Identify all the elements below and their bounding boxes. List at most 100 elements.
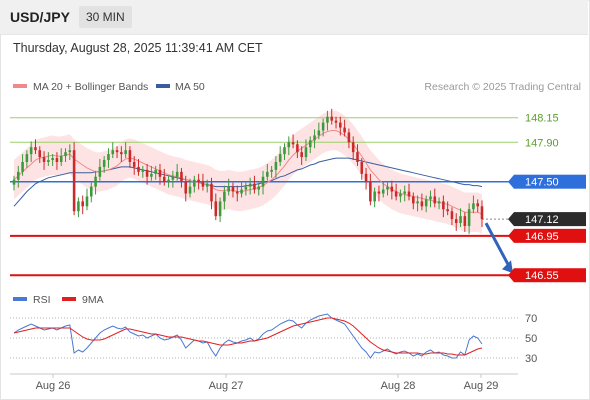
candle-body: [132, 162, 136, 167]
candle-body: [150, 173, 153, 177]
candle-body: [424, 199, 428, 207]
candle-body: [141, 169, 145, 172]
candle-body: [188, 186, 192, 194]
candle-body: [476, 203, 479, 207]
candle-body: [184, 181, 188, 194]
candle-body: [42, 157, 46, 162]
time-tick-label: Aug 26: [36, 380, 71, 392]
candle-body: [278, 154, 282, 162]
candle-body: [68, 150, 72, 153]
candle-body: [34, 147, 37, 151]
candle-body: [29, 147, 33, 155]
candle-body: [463, 216, 467, 226]
bollinger-band-fill: [14, 110, 482, 234]
candle-body: [223, 191, 226, 202]
candle-body: [17, 171, 20, 180]
candle-body: [64, 152, 67, 157]
candle-body: [394, 191, 398, 197]
candle-body: [381, 189, 385, 194]
candle-body: [270, 169, 273, 172]
rsi-ma-line: [13, 317, 483, 356]
candle-body: [330, 116, 334, 121]
candle-body: [308, 140, 312, 148]
ma20-legend-swatch: [13, 84, 27, 88]
candle-body: [454, 219, 458, 224]
candle-body: [47, 160, 50, 162]
candle-body: [429, 196, 432, 200]
time-axis: Aug 26 Aug 27 Aug 28 Aug 29: [10, 373, 518, 392]
candle-body: [98, 166, 102, 177]
rsi-tick-label: 70: [525, 313, 537, 325]
candle-body: [326, 116, 329, 123]
candle-body: [89, 186, 93, 197]
candle-body: [390, 186, 394, 192]
candle-body: [317, 130, 321, 136]
candle-body: [235, 191, 239, 194]
candle-body: [437, 201, 441, 204]
candle-body: [240, 189, 243, 194]
rsi-panel: 70 50 30: [10, 313, 537, 365]
candle-body: [94, 176, 97, 187]
moving-averages: [13, 130, 483, 215]
ma20-line: [13, 130, 483, 215]
candle-body: [59, 156, 63, 162]
level-label-148.15: 148.15: [525, 113, 559, 125]
level-label-147.50: 147.50: [525, 177, 559, 189]
candle-body: [51, 158, 54, 161]
candle-body: [433, 196, 437, 204]
candle-body: [162, 176, 166, 182]
candle-body: [266, 171, 269, 177]
forecast-arrow-shaft: [484, 222, 511, 267]
candle-body: [72, 150, 76, 212]
level-label-146.55: 146.55: [525, 270, 559, 282]
candle-body: [283, 147, 286, 155]
candle-body: [442, 201, 445, 210]
candle-body: [347, 132, 351, 143]
candle-body: [231, 186, 235, 192]
rsi-legend: RSI 9MA: [13, 294, 104, 306]
level-label-147.90: 147.90: [525, 137, 559, 149]
candle-body: [253, 183, 256, 190]
copyright-label: Research © 2025 Trading Central: [424, 81, 581, 93]
candle-body: [111, 150, 115, 155]
candle-body: [480, 206, 484, 220]
candle-body: [446, 209, 449, 212]
candle-body: [257, 186, 261, 190]
rsi-tick-label: 30: [525, 353, 537, 365]
candle-body: [158, 169, 162, 177]
candle-body: [167, 179, 170, 182]
candle-body: [214, 201, 218, 217]
time-tick-label: Aug 29: [464, 380, 499, 392]
candle-body: [356, 152, 359, 162]
candle-body: [407, 191, 411, 197]
candle-body: [180, 171, 183, 182]
candle-body: [193, 179, 196, 187]
candle-body: [339, 122, 342, 128]
candle-body: [137, 166, 140, 172]
candle-body: [145, 169, 149, 177]
header-bar: USD/JPY 30 MIN: [0, 0, 588, 35]
candle-body: [261, 176, 265, 187]
forecast-arrow-head: [502, 260, 513, 274]
candle-body: [120, 152, 123, 155]
ma50-legend-label: MA 50: [175, 81, 205, 93]
candle-body: [218, 201, 222, 217]
candle-body: [472, 203, 475, 210]
candle-body: [197, 179, 200, 182]
candle-body: [459, 216, 462, 224]
ma20-legend-label: MA 20 + Bollinger Bands: [33, 81, 148, 93]
level-label-146.95: 146.95: [525, 231, 559, 243]
candle-body: [364, 173, 368, 182]
timeframe-badge[interactable]: 30 MIN: [79, 6, 132, 28]
rsi-ma-legend-swatch: [62, 297, 76, 301]
candle-body: [12, 179, 16, 185]
candle-body: [38, 150, 42, 158]
level-labels: 148.15 147.90 147.50 147.12 146.95 146.55: [508, 113, 586, 283]
candle-body: [403, 191, 407, 194]
candle-body: [77, 201, 80, 212]
candle-body: [171, 176, 175, 180]
time-tick-label: Aug 28: [381, 380, 416, 392]
candle-body: [124, 150, 127, 155]
candle-body: [360, 162, 364, 174]
